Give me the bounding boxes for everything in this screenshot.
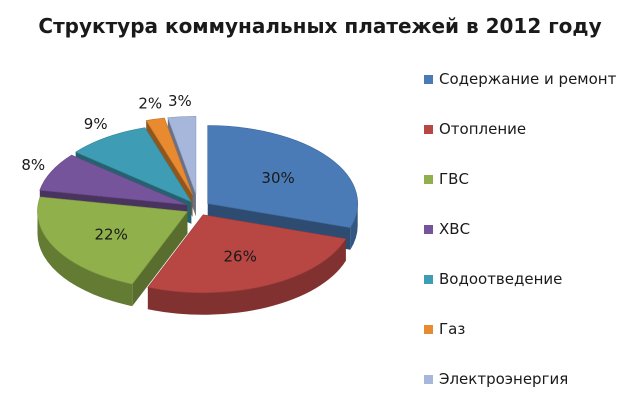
pie-slice-tops (37, 116, 358, 294)
legend-item: Содержание и ремонт (424, 68, 616, 90)
pie-slice-outer-wall (350, 203, 358, 250)
legend-swatch (424, 224, 433, 234)
pie-value-label: 26% (224, 248, 257, 266)
pie-slice-outer-wall (147, 238, 346, 315)
pie-slice-side-wall (132, 211, 188, 307)
pie-slice (39, 154, 188, 206)
legend-swatch (424, 374, 433, 384)
legend-label: Электроэнергия (439, 370, 569, 388)
pie-value-label: 2% (138, 95, 162, 113)
pie-slice (75, 127, 193, 203)
legend-swatch (424, 174, 433, 184)
legend-item: ХВС (424, 218, 470, 240)
legend-item: Водоотведение (424, 268, 562, 290)
legend-swatch (424, 274, 433, 284)
pie-slice (167, 116, 197, 195)
pie-value-label: 22% (95, 225, 128, 243)
legend-item: Газ (424, 318, 465, 340)
legend-item: Отопление (424, 118, 526, 140)
legend-label: Водоотведение (439, 270, 563, 288)
pie-slice (207, 125, 358, 229)
pie-slice (147, 214, 347, 294)
legend-swatch (424, 124, 433, 134)
pie-value-label: 8% (21, 156, 45, 174)
legend-item: ГВС (424, 168, 469, 190)
legend-item: Электроэнергия (424, 368, 568, 390)
chart-title: Структура коммунальных платежей в 2012 г… (38, 14, 602, 38)
legend-swatch (424, 324, 433, 334)
pie-slice (145, 117, 193, 195)
legend-swatch (424, 74, 433, 84)
pie-slice-outer-wall (37, 211, 133, 307)
legend-label: ГВС (439, 170, 469, 188)
pie-value-label: 9% (84, 115, 108, 133)
legend-label: Отопление (439, 120, 527, 138)
legend-label: ХВС (439, 220, 471, 238)
pie-value-label: 3% (168, 92, 192, 110)
legend-label: Содержание и ремонт (439, 70, 617, 88)
pie-value-label: 30% (261, 169, 294, 187)
legend-label: Газ (439, 320, 466, 338)
pie-value-labels: 30% 26% 22% 8% 9% 2% 3% (21, 92, 294, 266)
pie-slice (37, 196, 189, 285)
